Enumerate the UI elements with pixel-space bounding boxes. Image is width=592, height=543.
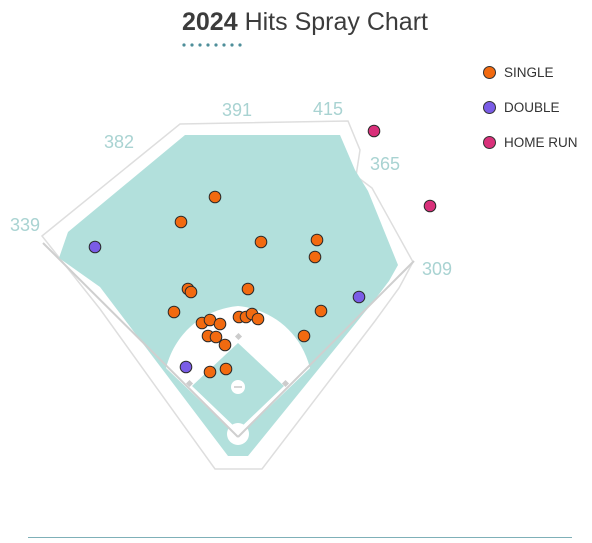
title-text: Hits Spray Chart <box>244 8 428 36</box>
hit-marker-home-run[interactable] <box>423 199 437 213</box>
chart-title: 2024 Hits Spray Chart <box>182 8 428 37</box>
hit-marker-single[interactable] <box>208 190 222 204</box>
hit-markers <box>88 124 437 379</box>
hit-marker-single[interactable] <box>241 282 255 296</box>
legend-label-single: SINGLE <box>504 65 554 80</box>
left-foul-line <box>42 242 239 438</box>
hit-marker-single[interactable] <box>310 233 324 247</box>
hit-marker-single[interactable] <box>167 305 181 319</box>
home-run-swatch-icon <box>483 136 496 149</box>
distance-label-rf-line: 309 <box>422 259 452 279</box>
legend-label-double: DOUBLE <box>504 100 560 115</box>
hit-marker-single[interactable] <box>213 317 227 331</box>
hit-marker-double[interactable] <box>352 290 366 304</box>
third-base <box>185 379 194 388</box>
hit-marker-single[interactable] <box>297 329 311 343</box>
hit-marker-single[interactable] <box>254 235 268 249</box>
distance-label-rf: 365 <box>370 154 400 174</box>
legend-item-single: SINGLE <box>483 64 578 81</box>
hit-marker-single[interactable] <box>203 365 217 379</box>
right-foul-line <box>237 260 415 438</box>
single-swatch-icon <box>483 66 496 79</box>
hit-marker-home-run[interactable] <box>367 124 381 138</box>
hit-marker-single[interactable] <box>174 215 188 229</box>
hit-marker-double[interactable] <box>88 240 102 254</box>
home-plate-circle <box>227 423 249 445</box>
hit-marker-double[interactable] <box>179 360 193 374</box>
hit-marker-single[interactable] <box>314 304 328 318</box>
legend-label-home-run: HOME RUN <box>504 135 578 150</box>
hit-marker-single[interactable] <box>251 312 265 326</box>
bottom-divider <box>28 537 572 538</box>
distance-label-rcf: 415 <box>313 99 343 119</box>
legend: SINGLE DOUBLE HOME RUN <box>483 64 578 169</box>
distance-label-lf: 382 <box>104 132 134 152</box>
second-base <box>234 332 243 341</box>
legend-item-home-run: HOME RUN <box>483 134 578 151</box>
hit-marker-single[interactable] <box>219 362 233 376</box>
hit-marker-single[interactable] <box>209 330 223 344</box>
distance-label-lcf: 391 <box>222 100 252 120</box>
title-underline-dots <box>182 43 242 47</box>
outfield-grass <box>59 135 398 456</box>
double-swatch-icon <box>483 101 496 114</box>
hit-marker-single[interactable] <box>184 285 198 299</box>
first-base <box>281 379 290 388</box>
title-year: 2024 <box>182 8 238 36</box>
distance-label-lf-line: 339 <box>10 215 40 235</box>
hit-marker-single[interactable] <box>218 338 232 352</box>
legend-item-double: DOUBLE <box>483 99 578 116</box>
hit-marker-single[interactable] <box>308 250 322 264</box>
